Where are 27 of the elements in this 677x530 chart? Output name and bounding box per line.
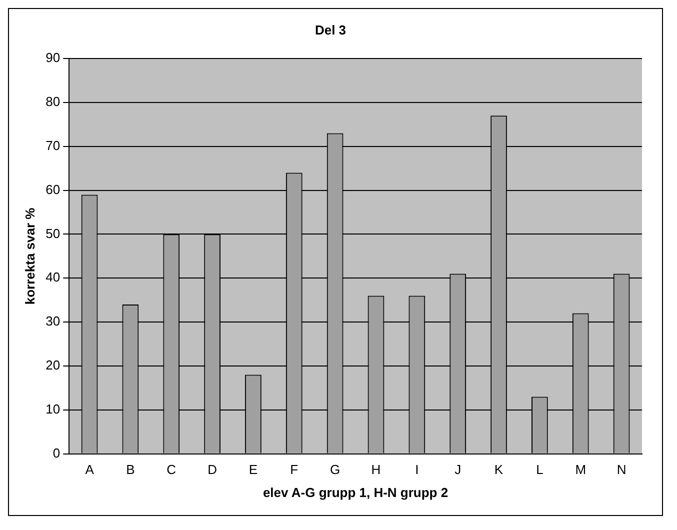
y-tick-label: 50 bbox=[46, 226, 60, 241]
x-tick-label: F bbox=[290, 462, 298, 478]
y-tick-label: 80 bbox=[46, 94, 60, 110]
x-tick-label: G bbox=[330, 462, 340, 478]
y-tick-label: 40 bbox=[46, 270, 60, 285]
x-tick-label: E bbox=[248, 462, 258, 478]
x-axis-title: elev A-G grupp 1, H-N grupp 2 bbox=[262, 484, 448, 500]
y-tick-label: 90 bbox=[46, 50, 60, 66]
x-tick-label: D bbox=[208, 462, 217, 478]
y-tick-label: 10 bbox=[46, 401, 60, 416]
x-tick-label: N bbox=[616, 462, 626, 478]
chart-title: Del 3 bbox=[314, 22, 346, 38]
x-tick-label: K bbox=[494, 462, 504, 478]
y-tick-label: 70 bbox=[46, 138, 60, 153]
y-tick-label: 0 bbox=[52, 445, 60, 460]
y-tick-label: 30 bbox=[46, 314, 60, 329]
x-tick-label: M bbox=[575, 462, 586, 478]
x-tick-label: L bbox=[536, 462, 544, 478]
x-tick-label: H bbox=[371, 462, 381, 478]
x-tick-label: C bbox=[166, 462, 176, 478]
y-axis-title: korrekta svar % bbox=[22, 207, 38, 305]
x-tick-label: A bbox=[85, 462, 94, 478]
x-tick-label: I bbox=[415, 462, 419, 478]
y-tick-label: 60 bbox=[46, 182, 60, 197]
y-tick-label: 20 bbox=[46, 358, 60, 373]
x-tick-label: J bbox=[454, 462, 462, 478]
x-tick-label: B bbox=[126, 462, 135, 478]
